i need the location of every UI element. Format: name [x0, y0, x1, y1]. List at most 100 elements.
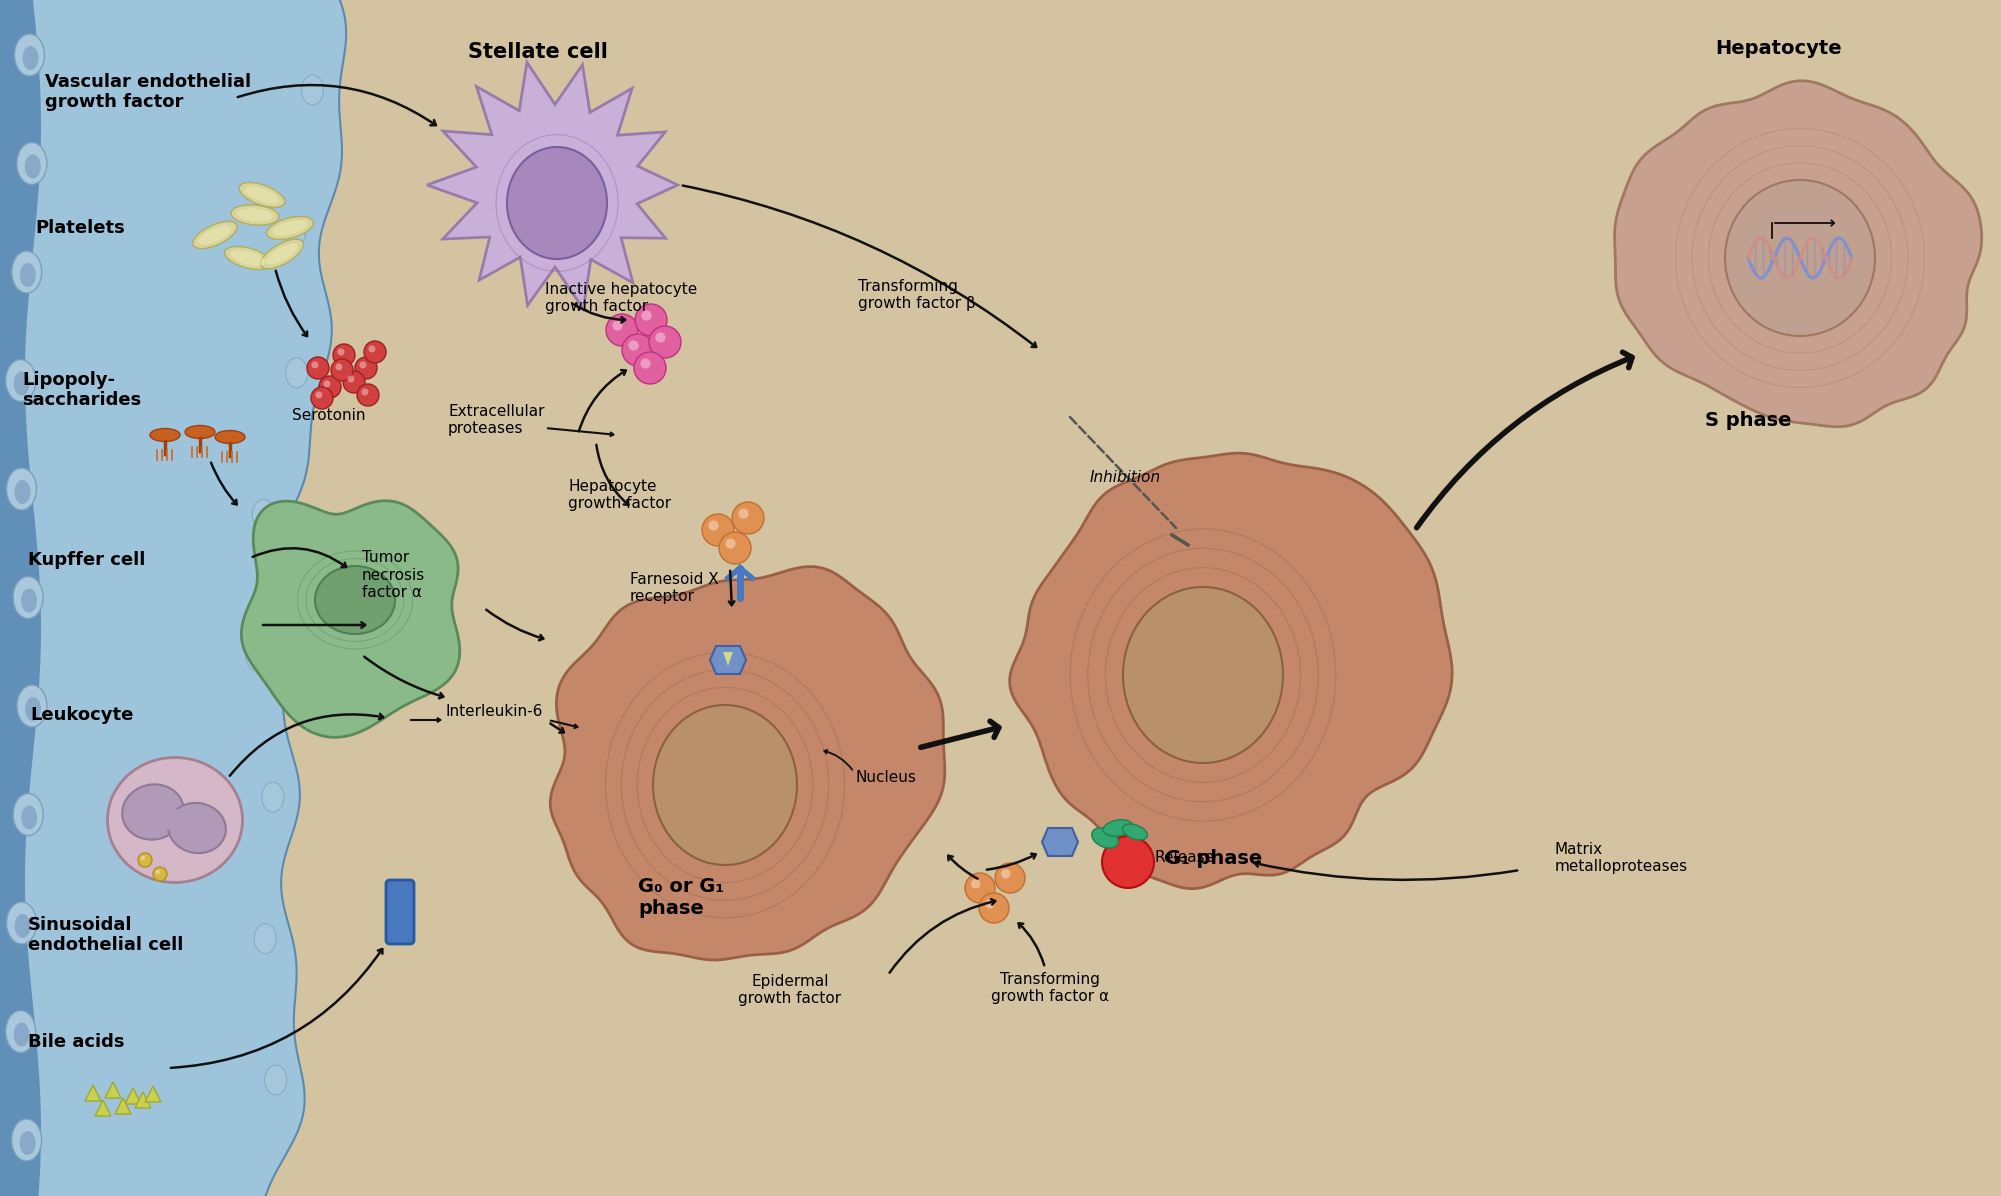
- Ellipse shape: [14, 480, 30, 504]
- Text: Farnesoid X
receptor: Farnesoid X receptor: [630, 572, 718, 604]
- Polygon shape: [94, 1100, 110, 1116]
- Text: Lipopoly-
saccharides: Lipopoly- saccharides: [22, 371, 142, 409]
- Ellipse shape: [1725, 181, 1875, 336]
- Polygon shape: [0, 0, 40, 1196]
- Text: Release: Release: [1155, 850, 1215, 866]
- Text: Inhibition: Inhibition: [1091, 470, 1161, 486]
- Ellipse shape: [1123, 587, 1283, 763]
- Circle shape: [360, 361, 366, 368]
- Polygon shape: [134, 1092, 150, 1107]
- Circle shape: [152, 867, 166, 881]
- Ellipse shape: [184, 426, 214, 439]
- Ellipse shape: [240, 183, 284, 207]
- Ellipse shape: [22, 588, 38, 612]
- Circle shape: [628, 341, 638, 350]
- Circle shape: [324, 380, 330, 388]
- Text: Stellate cell: Stellate cell: [468, 42, 608, 62]
- Polygon shape: [84, 1085, 100, 1102]
- Polygon shape: [0, 0, 346, 1196]
- Ellipse shape: [260, 239, 304, 269]
- Ellipse shape: [24, 697, 40, 721]
- Circle shape: [332, 344, 354, 366]
- Text: Leukocyte: Leukocyte: [30, 706, 134, 724]
- Text: Transforming
growth factor β: Transforming growth factor β: [858, 279, 976, 311]
- Circle shape: [368, 346, 376, 353]
- Circle shape: [140, 856, 146, 860]
- Ellipse shape: [302, 75, 324, 105]
- Ellipse shape: [160, 808, 188, 831]
- Circle shape: [312, 361, 318, 368]
- Ellipse shape: [1093, 828, 1119, 848]
- Circle shape: [984, 899, 994, 909]
- Text: Platelets: Platelets: [34, 219, 124, 237]
- Circle shape: [648, 327, 680, 358]
- Ellipse shape: [198, 225, 232, 245]
- Text: Kupffer cell: Kupffer cell: [28, 551, 146, 569]
- Polygon shape: [1615, 81, 1981, 427]
- Ellipse shape: [12, 1119, 42, 1161]
- Ellipse shape: [1103, 819, 1133, 836]
- Text: G₀ or G₁
phase: G₀ or G₁ phase: [638, 878, 724, 919]
- Ellipse shape: [262, 782, 284, 812]
- Circle shape: [994, 864, 1025, 893]
- Ellipse shape: [14, 576, 44, 618]
- Ellipse shape: [264, 1064, 286, 1096]
- Ellipse shape: [230, 250, 266, 266]
- Circle shape: [606, 315, 638, 346]
- Circle shape: [964, 873, 994, 903]
- Polygon shape: [710, 646, 746, 675]
- Ellipse shape: [22, 45, 38, 71]
- Circle shape: [310, 388, 332, 409]
- Circle shape: [348, 376, 354, 383]
- Circle shape: [356, 384, 378, 405]
- Ellipse shape: [20, 1131, 36, 1155]
- Ellipse shape: [16, 142, 46, 184]
- Ellipse shape: [266, 216, 314, 239]
- Ellipse shape: [652, 704, 796, 865]
- Polygon shape: [1043, 828, 1079, 856]
- Circle shape: [708, 520, 718, 531]
- Ellipse shape: [224, 246, 272, 269]
- Circle shape: [738, 508, 748, 519]
- Ellipse shape: [246, 641, 268, 671]
- Circle shape: [138, 853, 152, 867]
- Polygon shape: [104, 1082, 120, 1098]
- Circle shape: [336, 364, 342, 371]
- Ellipse shape: [14, 914, 30, 938]
- Polygon shape: [550, 567, 944, 960]
- Ellipse shape: [108, 757, 242, 883]
- Circle shape: [732, 502, 764, 533]
- Circle shape: [156, 869, 160, 874]
- Ellipse shape: [14, 1023, 30, 1046]
- Ellipse shape: [22, 805, 38, 830]
- Ellipse shape: [12, 251, 42, 293]
- Circle shape: [634, 352, 666, 384]
- Text: Bile acids: Bile acids: [28, 1033, 124, 1051]
- Polygon shape: [114, 1098, 130, 1113]
- Circle shape: [642, 311, 652, 321]
- Ellipse shape: [506, 147, 606, 260]
- Circle shape: [362, 389, 368, 396]
- Text: G₁ phase: G₁ phase: [1165, 848, 1263, 867]
- Text: Matrix
metalloproteases: Matrix metalloproteases: [1555, 842, 1689, 874]
- Circle shape: [718, 532, 750, 565]
- Text: Hepatocyte
growth factor: Hepatocyte growth factor: [568, 478, 670, 511]
- Ellipse shape: [266, 243, 298, 264]
- Text: Extracellular
proteases: Extracellular proteases: [448, 404, 544, 437]
- Ellipse shape: [286, 358, 308, 388]
- Polygon shape: [144, 1086, 160, 1102]
- Text: Epidermal
growth factor: Epidermal growth factor: [738, 974, 842, 1006]
- Ellipse shape: [14, 33, 44, 77]
- Text: S phase: S phase: [1705, 410, 1791, 429]
- Ellipse shape: [6, 1011, 36, 1052]
- Ellipse shape: [192, 221, 238, 249]
- Polygon shape: [426, 62, 678, 309]
- Ellipse shape: [1123, 824, 1147, 840]
- Circle shape: [612, 321, 622, 330]
- Text: Transforming
growth factor α: Transforming growth factor α: [990, 972, 1109, 1005]
- Circle shape: [1103, 836, 1155, 887]
- Circle shape: [364, 341, 386, 364]
- Ellipse shape: [6, 360, 36, 402]
- Circle shape: [316, 391, 322, 398]
- Ellipse shape: [214, 431, 244, 444]
